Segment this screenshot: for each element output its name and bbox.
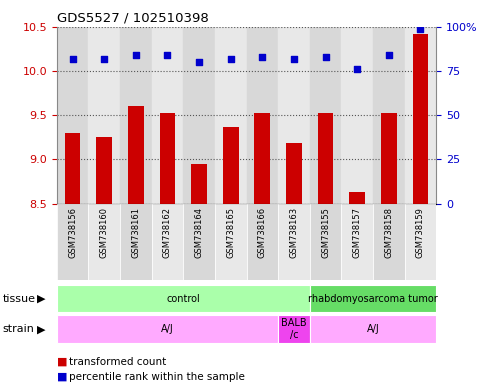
Bar (191, 164, 207, 204)
Text: transformed count: transformed count (69, 357, 166, 367)
Text: GSM738161: GSM738161 (131, 207, 141, 258)
Point (100, 56, 108, 62)
Bar (88, 27, 120, 204)
Text: control: control (166, 293, 200, 304)
Text: A/J: A/J (161, 324, 174, 334)
Bar (152, 204, 183, 280)
Text: BALB
/c: BALB /c (281, 318, 307, 340)
Text: ▶: ▶ (37, 293, 45, 304)
Bar (215, 27, 246, 204)
Text: GSM738166: GSM738166 (258, 207, 267, 258)
Text: strain: strain (2, 324, 35, 334)
Text: GSM738158: GSM738158 (385, 207, 393, 258)
Text: rhabdomyosarcoma tumor: rhabdomyosarcoma tumor (308, 293, 438, 304)
Bar (223, 127, 239, 204)
Bar (405, 27, 436, 204)
Bar (88, 204, 120, 280)
Bar (65, 133, 80, 204)
Text: tissue: tissue (2, 293, 35, 304)
Bar (373, 204, 405, 280)
Point (132, 52, 140, 58)
Point (417, 26, 424, 32)
Bar (183, 27, 215, 204)
Text: GDS5527 / 102510398: GDS5527 / 102510398 (57, 11, 209, 24)
Point (290, 56, 298, 62)
Point (353, 66, 361, 72)
Bar (254, 113, 270, 204)
Bar (57, 204, 88, 280)
Text: ■: ■ (57, 372, 67, 382)
Bar (246, 204, 278, 280)
Bar (310, 204, 341, 280)
Point (385, 52, 393, 58)
Text: GSM738164: GSM738164 (195, 207, 204, 258)
Text: ■: ■ (57, 357, 67, 367)
Bar (160, 113, 176, 204)
Bar (278, 27, 310, 204)
Bar (373, 27, 405, 204)
Text: GSM738160: GSM738160 (100, 207, 108, 258)
Bar (120, 204, 152, 280)
Bar (381, 113, 397, 204)
Bar (350, 192, 365, 204)
Point (164, 52, 172, 58)
Bar (310, 27, 341, 204)
Bar (405, 204, 436, 280)
Point (258, 54, 266, 60)
Bar (317, 113, 333, 204)
Bar (341, 204, 373, 280)
Bar (96, 137, 112, 204)
Point (321, 54, 329, 60)
Bar (413, 34, 428, 204)
Bar (152, 27, 183, 204)
Bar (341, 27, 373, 204)
Text: percentile rank within the sample: percentile rank within the sample (69, 372, 245, 382)
Bar (183, 204, 215, 280)
Point (227, 56, 235, 62)
Bar (310, 316, 436, 343)
Text: ▶: ▶ (37, 324, 45, 334)
Bar (286, 144, 302, 204)
Bar (57, 285, 310, 313)
Text: GSM738159: GSM738159 (416, 207, 425, 258)
Bar (246, 27, 278, 204)
Text: GSM738155: GSM738155 (321, 207, 330, 258)
Bar (120, 27, 152, 204)
Text: A/J: A/J (367, 324, 380, 334)
Point (69, 56, 76, 62)
Bar (128, 106, 143, 204)
Text: GSM738165: GSM738165 (226, 207, 235, 258)
Text: GSM738163: GSM738163 (289, 207, 298, 258)
Text: GSM738156: GSM738156 (68, 207, 77, 258)
Bar (310, 285, 436, 313)
Bar (215, 204, 246, 280)
Text: GSM738157: GSM738157 (352, 207, 362, 258)
Bar (278, 204, 310, 280)
Bar (57, 27, 88, 204)
Text: GSM738162: GSM738162 (163, 207, 172, 258)
Bar (278, 316, 310, 343)
Point (195, 59, 203, 65)
Bar (57, 316, 278, 343)
